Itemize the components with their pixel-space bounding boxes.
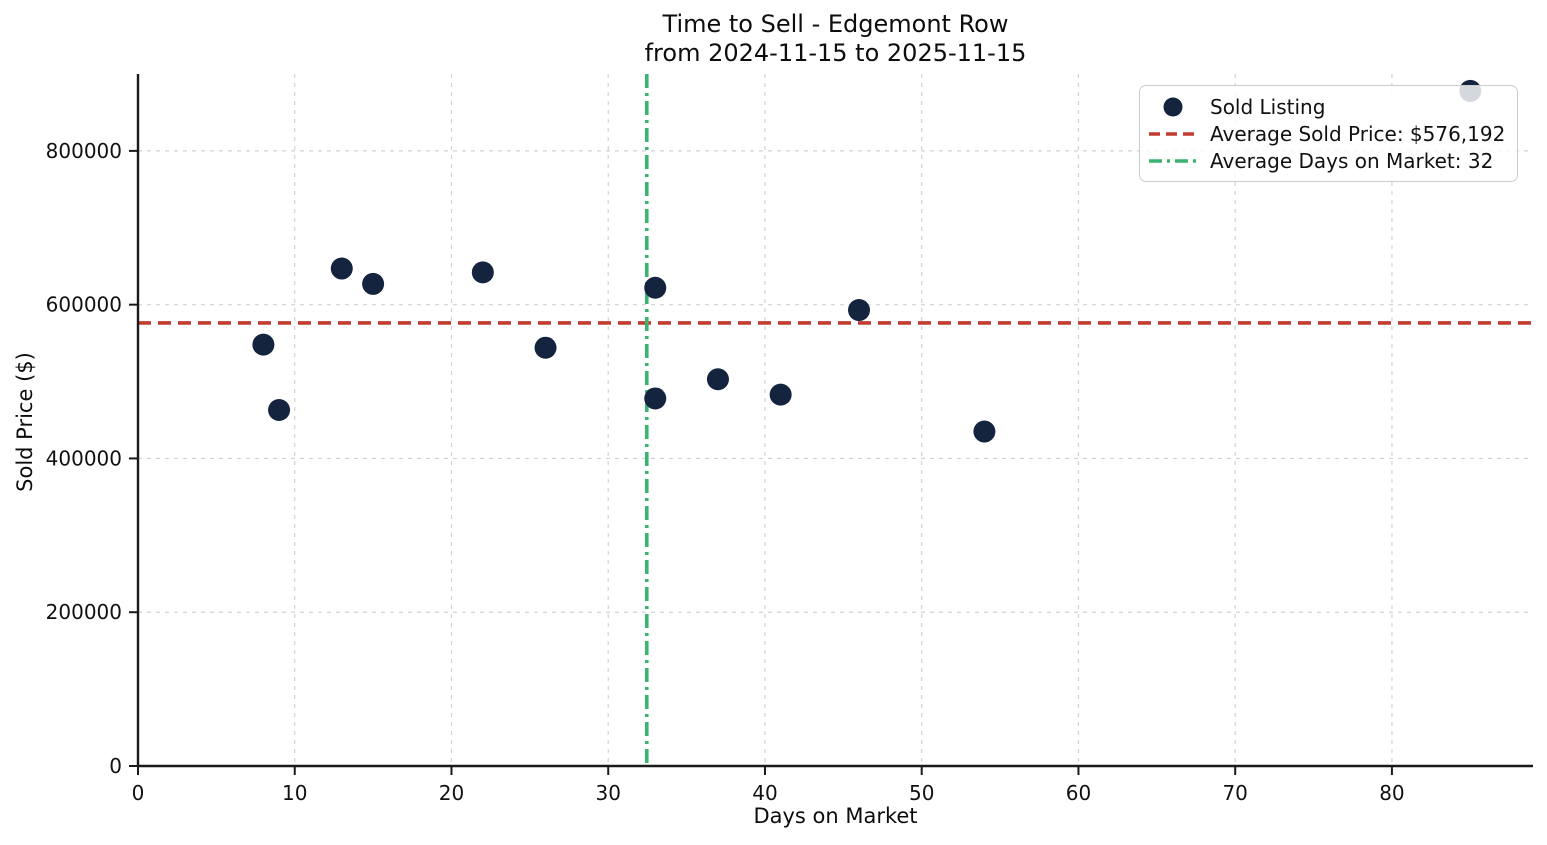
- x-tick-label: 50: [909, 781, 934, 805]
- chart-title: Time to Sell - Edgemont Row from 2024-11…: [138, 10, 1533, 68]
- legend-entry-average-price: Average Sold Price: $576,192: [1148, 120, 1507, 147]
- scatter-point: [471, 261, 494, 284]
- dashed-line-icon: [1148, 130, 1198, 138]
- legend-entry-sold-listing: Sold Listing: [1148, 93, 1507, 120]
- y-tick-label: 200000: [46, 600, 122, 624]
- scatter-point: [769, 383, 792, 406]
- y-tick-label: 600000: [46, 293, 122, 317]
- x-tick-label: 80: [1379, 781, 1404, 805]
- scatter-point: [848, 299, 871, 322]
- y-tick-label: 400000: [46, 446, 122, 470]
- scatter-point: [534, 336, 557, 359]
- chart-title-line2: from 2024-11-15 to 2025-11-15: [644, 39, 1027, 67]
- legend-label: Average Days on Market: 32: [1210, 149, 1494, 174]
- x-tick-label: 0: [132, 781, 145, 805]
- x-tick-label: 30: [595, 781, 620, 805]
- x-tick-label: 60: [1066, 781, 1091, 805]
- y-axis-label: Sold Price ($): [13, 352, 37, 492]
- x-tick-label: 20: [439, 781, 464, 805]
- scatter-point: [268, 399, 291, 422]
- legend-entry-average-days: Average Days on Market: 32: [1148, 148, 1507, 175]
- scatter-point: [330, 257, 353, 280]
- y-tick-label: 0: [109, 754, 122, 778]
- x-tick-label: 40: [752, 781, 777, 805]
- x-tick-label: 70: [1222, 781, 1247, 805]
- y-tick-label: 800000: [46, 139, 122, 163]
- scatter-point: [706, 368, 729, 391]
- scatter-point: [644, 276, 667, 299]
- legend-label: Sold Listing: [1210, 94, 1326, 119]
- dashdot-line-icon: [1148, 157, 1198, 165]
- scatter-point: [644, 387, 667, 410]
- scatter-point: [973, 420, 996, 443]
- legend: Sold Listing Average Sold Price: $576,19…: [1139, 85, 1518, 182]
- x-axis-label: Days on Market: [753, 804, 918, 828]
- scatter-point: [362, 272, 385, 295]
- x-tick-label: 10: [282, 781, 307, 805]
- scatter-point: [252, 333, 275, 356]
- chart-title-line1: Time to Sell - Edgemont Row: [662, 10, 1009, 38]
- legend-label: Average Sold Price: $576,192: [1210, 121, 1506, 146]
- scatter-marker-icon: [1148, 96, 1198, 118]
